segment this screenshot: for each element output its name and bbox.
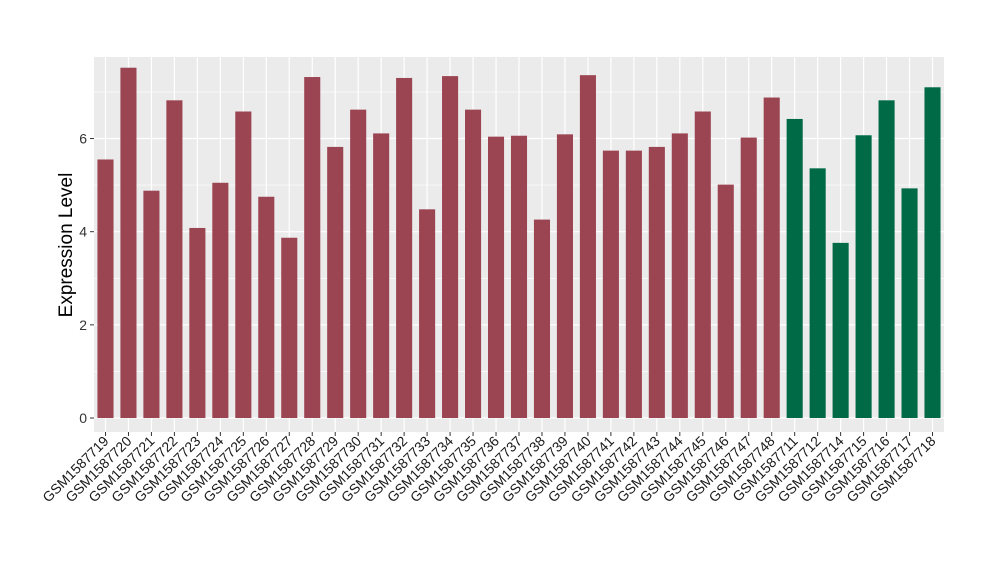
bar-GSM1587741 [602,150,619,419]
bar-GSM1587738 [533,219,551,419]
bar-GSM1587724 [212,182,229,419]
bar-GSM1587721 [143,190,160,419]
bar-GSM1587742 [625,150,642,419]
bar-GSM1587735 [465,109,482,419]
y-axis: 0 2 4 6 [79,131,94,426]
bar-GSM1587744 [671,133,688,419]
bar-GSM1587715 [855,135,872,419]
bar-GSM1587746 [717,184,734,419]
bar-GSM1587719 [97,159,114,419]
bar-GSM1587732 [396,77,413,419]
bar-GSM1587745 [694,111,711,419]
bar-GSM1587739 [556,134,573,419]
bars [97,67,941,419]
bar-GSM1587733 [419,209,436,419]
bar-GSM1587740 [579,75,596,419]
bar-GSM1587729 [327,146,344,419]
bar-GSM1587730 [350,109,367,419]
bar-GSM1587734 [442,76,459,419]
bar-GSM1587723 [189,227,206,419]
bar-GSM1587718 [924,87,941,419]
bar-GSM1587748 [763,97,780,419]
bar-GSM1587747 [740,137,757,419]
y-tick-label: 6 [79,131,87,147]
bar-GSM1587728 [304,77,321,419]
bar-GSM1587725 [235,111,252,419]
bar-GSM1587731 [373,133,390,419]
bar-GSM1587737 [510,135,528,419]
y-axis-title: Expression Level [56,173,77,318]
bar-GSM1587711 [786,118,803,419]
bar-GSM1587720 [120,67,137,419]
bar-GSM1587726 [258,196,275,419]
y-tick-label: 4 [79,224,87,240]
bar-GSM1587717 [901,188,918,419]
bar-GSM1587736 [487,136,505,419]
bar-GSM1587722 [166,100,183,419]
x-axis: GSM1587719GSM1587720GSM1587721GSM1587722… [39,432,939,505]
bar-GSM1587712 [809,168,826,419]
y-tick-label: 2 [79,317,87,333]
bar-GSM1587743 [648,146,665,419]
bar-GSM1587714 [832,242,849,419]
y-tick-label: 0 [79,410,87,426]
bar-GSM1587727 [281,237,298,419]
bar-GSM1587716 [878,100,895,419]
